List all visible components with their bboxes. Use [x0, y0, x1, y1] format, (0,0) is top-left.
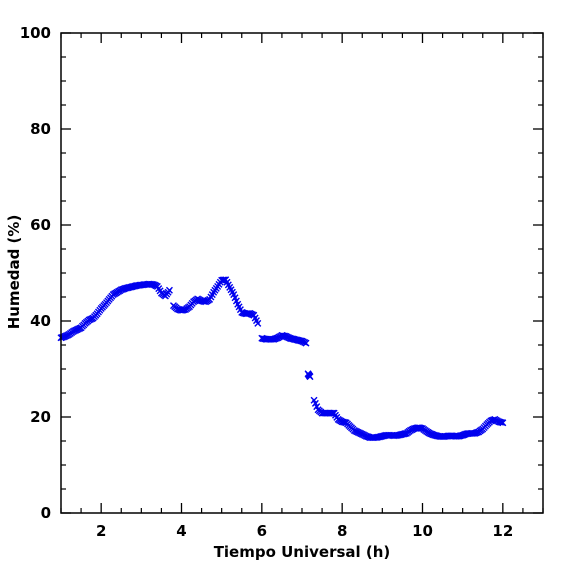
x-axis-label: Tiempo Universal (h): [214, 543, 391, 561]
x-tick-label: 2: [96, 522, 106, 540]
data-point: [327, 409, 335, 417]
data-point: [497, 418, 505, 426]
data-point: [165, 286, 173, 294]
data-point: [219, 276, 227, 284]
x-tick-label: 12: [492, 522, 513, 540]
x-tick-label: 6: [257, 522, 267, 540]
y-tick-label: 0: [41, 504, 51, 522]
plot-frame: [60, 32, 544, 514]
y-tick-label: 40: [30, 312, 51, 330]
y-tick-label: 20: [30, 408, 51, 426]
data-point: [306, 373, 314, 381]
data-points: [57, 276, 507, 442]
data-point: [302, 339, 310, 347]
data-point: [254, 319, 262, 327]
y-tick-label: 100: [20, 24, 51, 42]
y-tick-label: 60: [30, 216, 51, 234]
tick-labels: 2 4 6 8 10 12 0 20 40 60 80 100: [20, 24, 514, 540]
x-tick-label: 4: [176, 522, 186, 540]
y-axis-label: Humedad (%): [5, 215, 23, 330]
data-point: [499, 419, 507, 427]
x-tick-label: 10: [412, 522, 433, 540]
y-tick-label: 80: [30, 120, 51, 138]
x-tick-label: 8: [337, 522, 347, 540]
axis-ticks: [60, 32, 544, 514]
